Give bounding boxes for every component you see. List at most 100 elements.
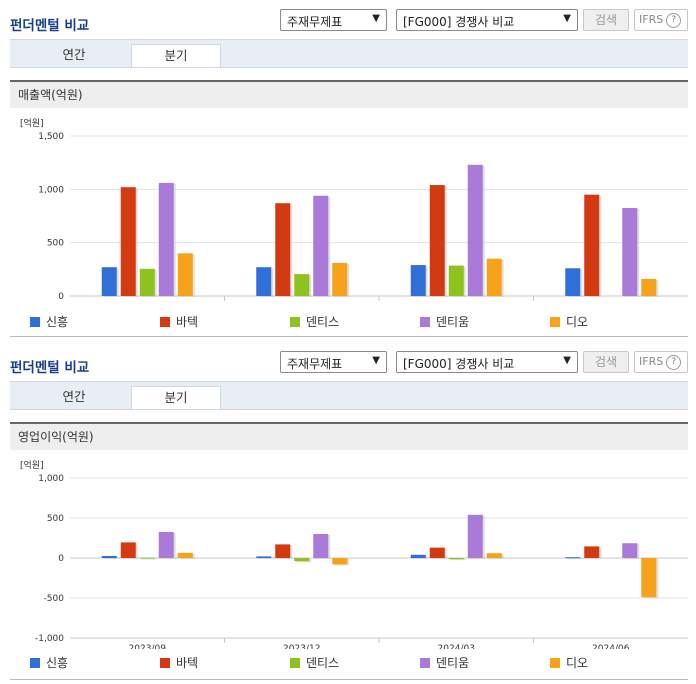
bar-디오 (641, 558, 657, 598)
metric-header: 영업이익(억원) (10, 422, 688, 450)
y-tick-label: -500 (44, 594, 65, 604)
tab-annual[interactable]: 연간 (62, 389, 86, 404)
bar-shadow (450, 559, 466, 561)
bar-바텍 (275, 544, 291, 558)
y-unit-label: [억원] (20, 459, 44, 471)
statement-type-value: 주재무제표 (287, 357, 343, 371)
bar-덴티움 (467, 164, 483, 296)
legend-item[interactable]: 덴티스 (290, 313, 339, 330)
chevron-down-icon: ▼ (563, 13, 571, 24)
statement-type-select[interactable]: 주재무제표 ▼ (280, 9, 387, 31)
legend-swatch (550, 317, 560, 327)
bar-shadow (567, 558, 583, 560)
legend-label: 신흥 (46, 315, 69, 329)
y-tick-label: 500 (47, 514, 64, 524)
bar-덴티스 (139, 268, 155, 296)
panel-bottom-border (10, 679, 688, 680)
bar-shadow (141, 558, 157, 560)
legend-item[interactable]: 신흥 (30, 313, 68, 330)
legend-item[interactable]: 바텍 (160, 654, 198, 671)
bar-신흥 (256, 267, 272, 296)
bar-바텍 (275, 203, 291, 296)
bar-디오 (641, 278, 657, 296)
bar-덴티움 (313, 195, 329, 296)
legend-swatch (420, 317, 430, 327)
bar-신흥 (565, 268, 581, 296)
panel-title: 펀더멘털 비교 (10, 18, 90, 34)
legend-item[interactable]: 덴티움 (420, 313, 469, 330)
y-tick-label: -1,000 (35, 634, 64, 644)
fundamental-panel-operating-profit: 펀더멘털 비교 주재무제표 ▼ [FG000] 경쟁사 비교 ▼ 검색 IFRS… (0, 342, 696, 684)
bar-신흥 (256, 556, 272, 558)
legend-item[interactable]: 바텍 (160, 313, 198, 330)
panel-bottom-border (10, 336, 688, 337)
legend-swatch (290, 658, 300, 668)
bar-덴티스 (294, 274, 310, 296)
legend-label: 디오 (566, 656, 589, 670)
bar-디오 (486, 258, 502, 296)
bar-바텍 (429, 547, 445, 558)
tab-quarterly[interactable]: 분기 (131, 44, 221, 68)
fundamental-panel-sales: 펀더멘털 비교 주재무제표 ▼ [FG000] 경쟁사 비교 ▼ 검색 IFRS… (0, 0, 696, 340)
ifrs-label: IFRS (639, 13, 664, 26)
search-button[interactable]: 검색 (583, 351, 629, 373)
bar-바텍 (584, 194, 600, 296)
legend-label: 디오 (566, 315, 589, 329)
tab-divider (10, 409, 688, 410)
legend-label: 덴티움 (436, 656, 470, 670)
ifrs-info-button[interactable]: IFRS? (634, 9, 688, 31)
y-tick-label: 500 (47, 239, 64, 249)
legend-swatch (30, 317, 40, 327)
legend-label: 바텍 (176, 315, 199, 329)
ifrs-label: IFRS (639, 355, 664, 368)
search-button[interactable]: 검색 (583, 9, 629, 31)
statement-type-select[interactable]: 주재무제표 ▼ (280, 351, 387, 373)
legend-item[interactable]: 디오 (550, 654, 588, 671)
bar-덴티스 (294, 558, 310, 562)
legend-label: 덴티스 (306, 656, 340, 670)
bar-바텍 (584, 546, 600, 558)
bar-덴티움 (313, 534, 329, 558)
legend-item[interactable]: 덴티스 (290, 654, 339, 671)
legend-label: 덴티움 (436, 315, 470, 329)
chevron-down-icon: ▼ (563, 355, 571, 366)
bar-신흥 (101, 556, 117, 558)
help-icon: ? (666, 12, 682, 28)
y-tick-label: 0 (58, 292, 64, 302)
panel-title: 펀더멘털 비교 (10, 360, 90, 376)
legend-swatch (550, 658, 560, 668)
bar-바텍 (120, 542, 136, 558)
period-tabs: 연간 분기 (10, 39, 688, 68)
bar-덴티움 (158, 182, 174, 296)
statement-type-value: 주재무제표 (287, 15, 343, 29)
x-tick-label: 2024/06 (592, 644, 630, 649)
compare-group-select[interactable]: [FG000] 경쟁사 비교 ▼ (396, 351, 578, 373)
legend-item[interactable]: 신흥 (30, 654, 68, 671)
bar-덴티움 (622, 543, 638, 558)
legend-swatch (290, 317, 300, 327)
legend-item[interactable]: 디오 (550, 313, 588, 330)
compare-group-select[interactable]: [FG000] 경쟁사 비교 ▼ (396, 9, 578, 31)
y-tick-label: 0 (58, 554, 64, 564)
bar-디오 (486, 553, 502, 558)
ifrs-info-button[interactable]: IFRS? (634, 351, 688, 373)
bar-덴티스 (448, 558, 464, 560)
bar-shadow (258, 557, 274, 559)
tab-annual[interactable]: 연간 (62, 47, 86, 62)
bar-바텍 (429, 185, 445, 296)
legend-swatch (420, 658, 430, 668)
legend-label: 신흥 (46, 656, 69, 670)
legend-item[interactable]: 덴티움 (420, 654, 469, 671)
x-tick-label: 2024/03 (438, 644, 475, 649)
bar-덴티스 (448, 265, 464, 296)
chevron-down-icon: ▼ (372, 13, 380, 24)
compare-group-value: [FG000] 경쟁사 비교 (403, 357, 515, 371)
tab-quarterly[interactable]: 분기 (131, 386, 221, 410)
x-tick-label: 2023/09 (129, 644, 167, 649)
y-tick-label: 1,000 (38, 474, 64, 484)
legend-label: 덴티스 (306, 315, 340, 329)
bar-신흥 (101, 267, 117, 296)
chart-legend: 신흥 바텍 덴티스 덴티움 디오 (30, 313, 670, 329)
legend-label: 바텍 (176, 656, 199, 670)
bar-디오 (177, 552, 193, 558)
